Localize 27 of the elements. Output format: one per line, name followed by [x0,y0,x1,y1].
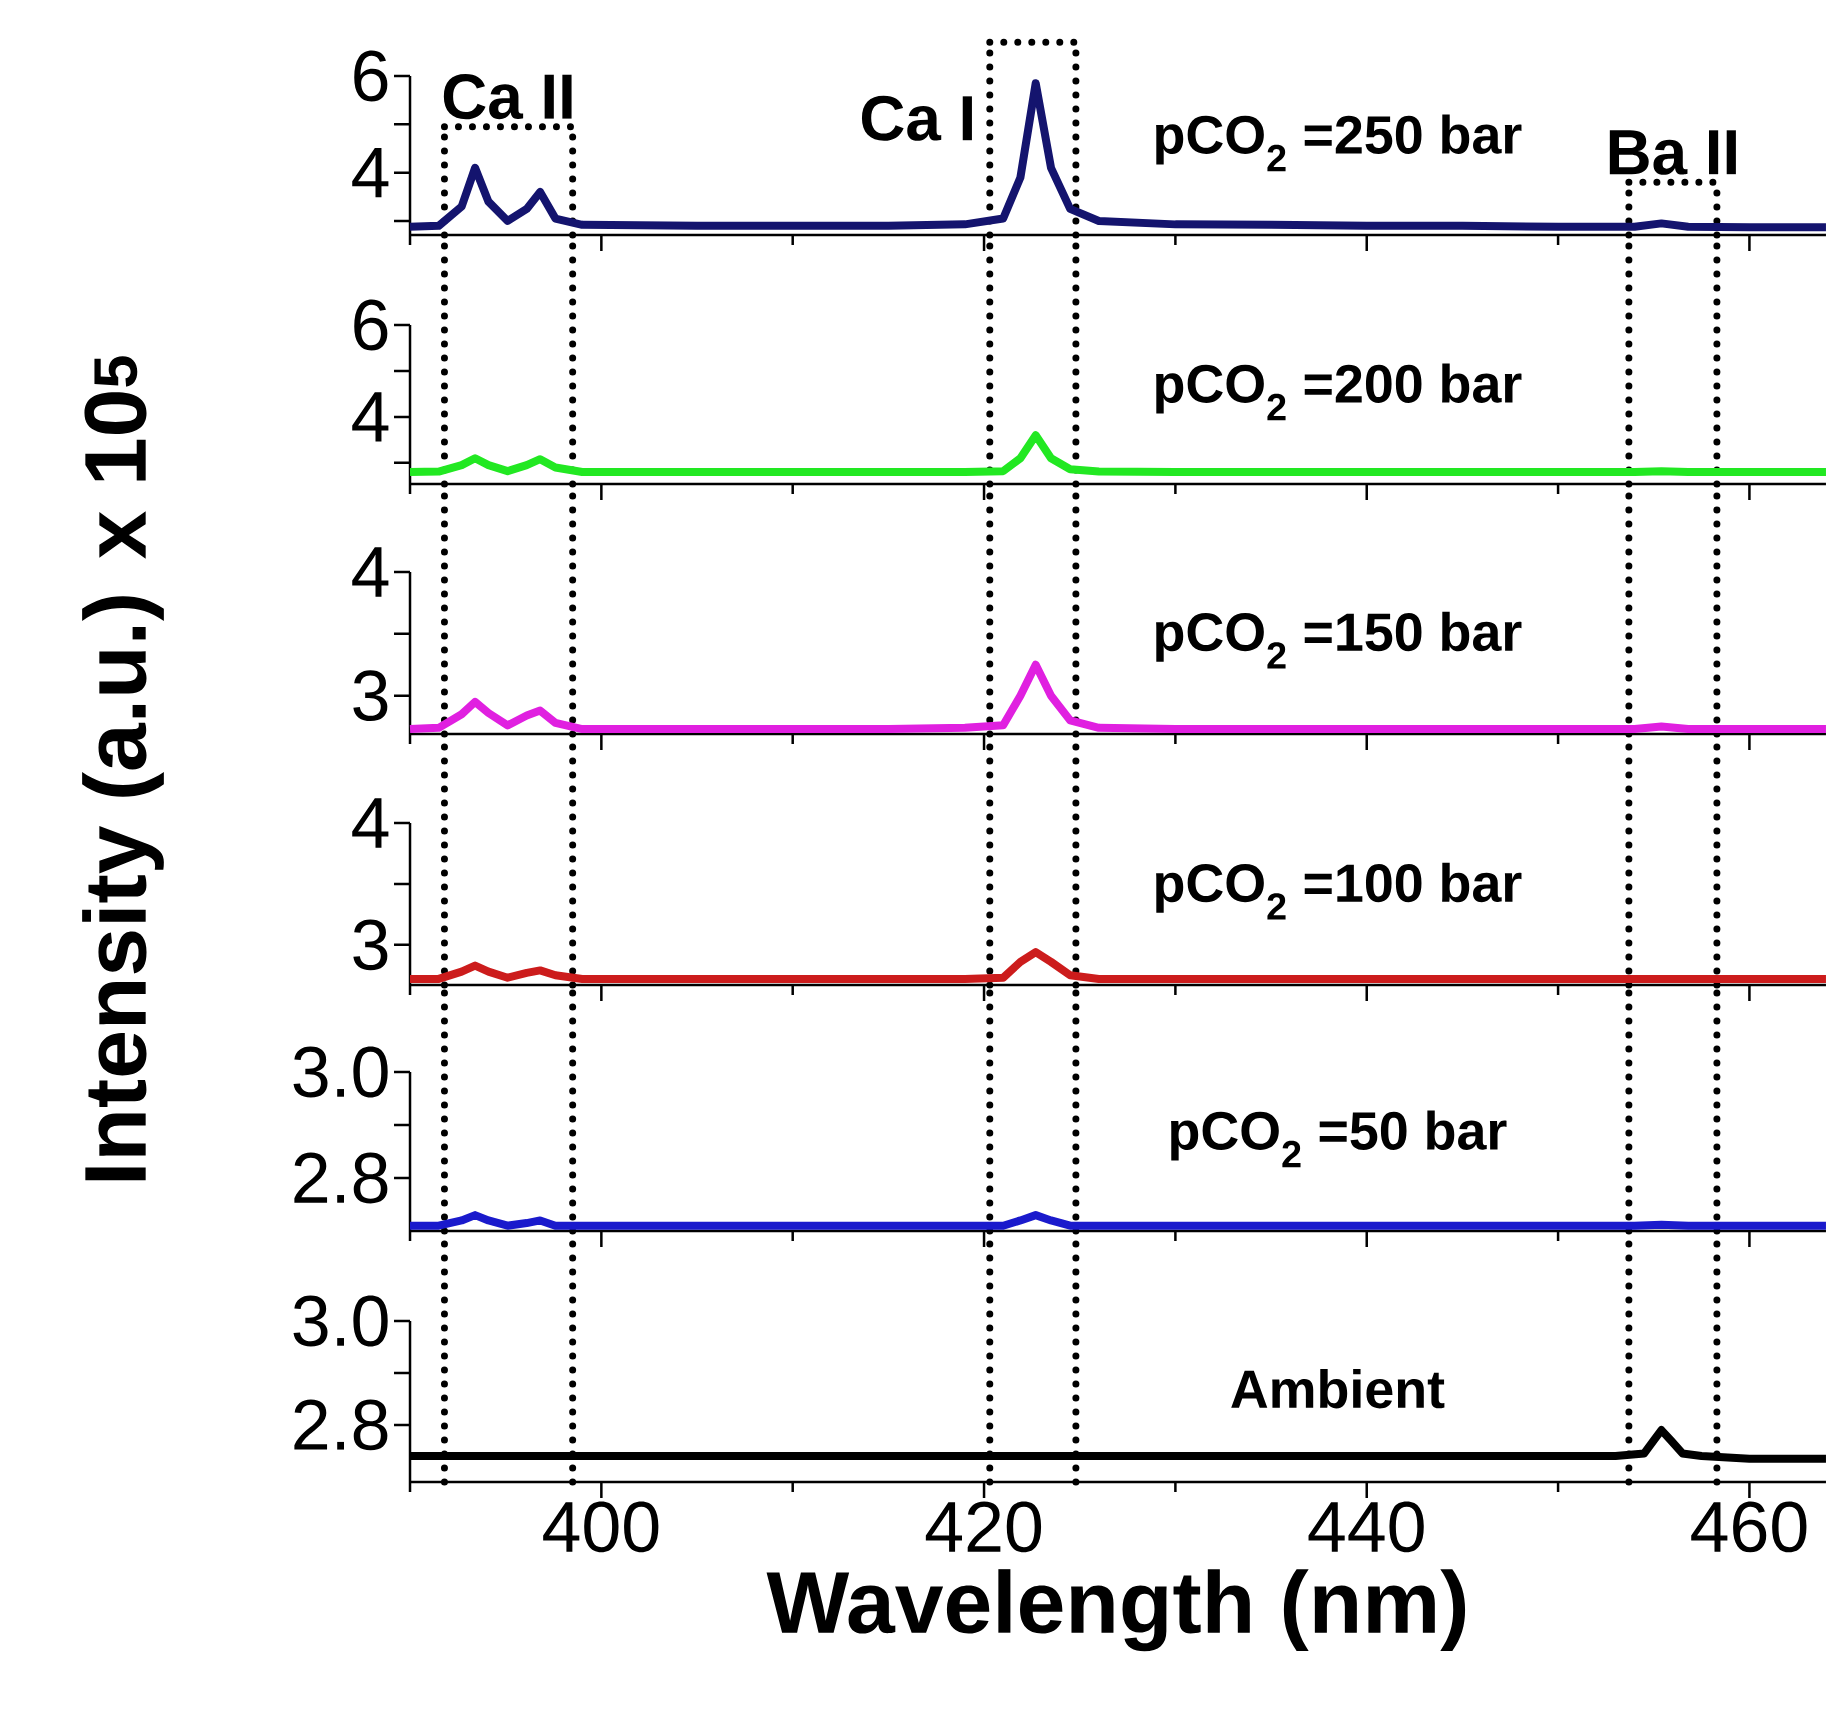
series-label: pCO$_{2}$ =150 bar [1156,611,1522,669]
y-tick-label: 2.8 [294,1399,388,1451]
x-axis-title: Wavelength (nm) [766,1569,1466,1652]
series-label: pCO$_{2}$ =100 bar [1156,862,1522,920]
series-label: Ambient [1231,1368,1445,1409]
y-tick-label: 2.8 [294,1152,388,1204]
x-tick-label: 400 [543,1501,659,1553]
x-tick-label: 460 [1691,1501,1807,1553]
y-tick-label: 4 [352,798,389,848]
y-tick-label: 3.0 [293,1295,388,1347]
y-tick-label: 3 [353,919,388,971]
x-tick-label: 420 [925,1501,1042,1553]
y-tick-label: 3.0 [293,1046,388,1098]
annotation: Ca II [443,74,572,120]
x-tick-label: 440 [1308,1501,1424,1553]
annotation: Ba II [1609,130,1736,175]
y-tick-label: 4 [352,392,389,442]
annotation: Ca I [861,95,972,141]
y-tick-label: 6 [354,50,388,102]
y-tick-label: 6 [354,299,388,351]
y-tick-label: 4 [352,547,389,597]
series-label: pCO$_{2}$ =250 bar [1156,114,1522,172]
series-label: pCO$_{2}$ =50 bar [1171,1110,1507,1168]
y-tick-label: 3 [353,670,388,722]
y-axis-title: Intensity (a.u.) x 10$^{5}$ [82,356,164,1181]
series-label: pCO$_{2}$ =200 bar [1156,363,1522,421]
y-tick-label: 4 [352,147,389,198]
